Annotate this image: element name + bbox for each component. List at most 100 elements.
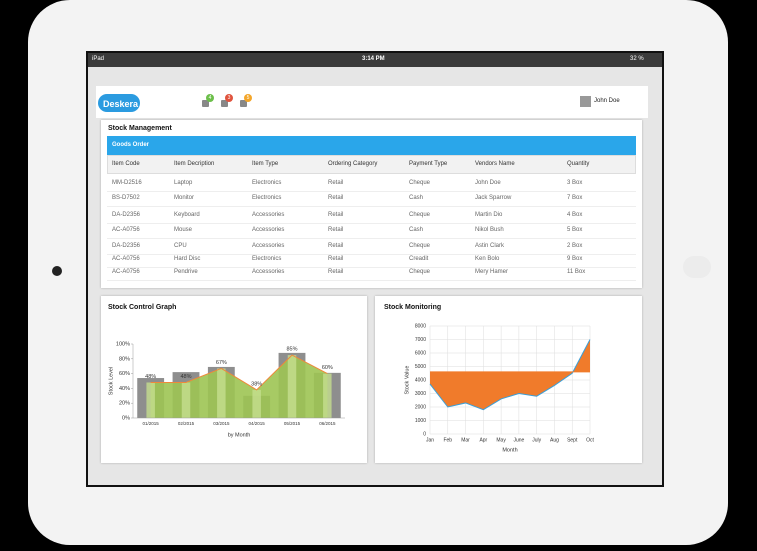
y-tick-label: 60%	[119, 371, 130, 377]
logo-cloud	[98, 94, 140, 112]
column-header: Vendors Name	[475, 161, 515, 167]
panel-title: Stock Management	[108, 125, 172, 132]
bar-stripe	[287, 355, 297, 418]
cell: Nikol Bush	[475, 227, 504, 233]
value-label: 48%	[145, 374, 156, 380]
cell: Martin Dio	[475, 212, 503, 218]
cell: Accessories	[252, 269, 285, 275]
y-tick-label: 0	[423, 431, 426, 437]
cell: Cheque	[409, 269, 431, 275]
cell: MM-D2516	[112, 180, 142, 186]
avatar[interactable]	[580, 96, 591, 107]
cell: Jack Sparrow	[475, 195, 512, 201]
cell: Accessories	[252, 227, 285, 233]
cell: Retail	[328, 243, 344, 249]
logo[interactable]: Deskera ERP	[103, 99, 160, 109]
badge: 4	[206, 94, 214, 102]
x-tick-label: June	[513, 437, 524, 443]
cell: Monitor	[174, 195, 195, 201]
y-axis-label: Stock Value	[404, 366, 410, 395]
row-divider	[107, 191, 636, 192]
x-tick-label: Feb	[443, 437, 452, 443]
line	[150, 354, 328, 391]
header-icon[interactable]	[240, 100, 247, 107]
y-tick-label: 1000	[415, 418, 426, 424]
table-head	[107, 155, 636, 174]
x-tick-label: 01/2015	[143, 421, 160, 426]
x-tick-label: Apr	[479, 437, 487, 443]
cell: 4 Box	[567, 212, 583, 218]
x-tick-label: 03/2015	[213, 421, 230, 426]
column-header: Payment Type	[409, 161, 448, 167]
row-divider	[107, 223, 636, 224]
value-label: 38%	[251, 381, 262, 387]
y-tick-label: 20%	[119, 401, 130, 407]
cell: Accessories	[252, 212, 285, 218]
x-tick-label: Sept	[567, 437, 578, 443]
cell: CPU	[174, 243, 187, 249]
camera	[52, 266, 62, 276]
cell: Astin Clark	[475, 243, 505, 249]
cell: AC-A0756	[112, 269, 140, 275]
chart-title: Stock Control Graph	[108, 304, 176, 311]
cell: DA-D2356	[112, 243, 141, 249]
y-tick-label: 40%	[119, 386, 130, 392]
table-title: Goods Order	[112, 142, 150, 148]
cell: Retail	[328, 180, 344, 186]
cell: Retail	[328, 269, 344, 275]
header-icon[interactable]	[202, 100, 209, 107]
y-tick-label: 3000	[415, 391, 426, 397]
cell: Hard Disc	[174, 256, 201, 262]
cell: Cheque	[409, 212, 431, 218]
bar-stripe	[323, 373, 332, 418]
cell: BS-D7502	[112, 195, 140, 201]
cell: 7 Box	[567, 195, 583, 201]
cell: 9 Box	[567, 256, 583, 262]
cell: Pendrive	[174, 269, 198, 275]
bar-stripe	[252, 389, 261, 418]
y-tick-label: 5000	[415, 364, 426, 370]
x-tick-label: 04/2015	[249, 421, 266, 426]
cell: AC-A0756	[112, 256, 140, 262]
cell: Mery Hamer	[475, 269, 509, 275]
bar-stripe	[217, 368, 226, 418]
badge: 3	[225, 94, 233, 102]
row-divider	[107, 280, 636, 281]
cell: Retail	[328, 227, 344, 233]
value-label: 85%	[286, 347, 297, 353]
table-title-bar	[107, 136, 636, 155]
chart-title: Stock Monitoring	[384, 304, 441, 311]
y-tick-label: 4000	[415, 377, 426, 383]
line	[429, 339, 591, 411]
cell: Retail	[328, 195, 344, 201]
cell: 11 Box	[567, 269, 586, 275]
x-tick-label: Aug	[550, 437, 559, 443]
value-label: 67%	[216, 360, 227, 366]
cell: Ken Bolo	[475, 256, 500, 262]
area	[150, 355, 328, 418]
cell: Laptop	[174, 180, 193, 186]
y-tick-label: 7000	[415, 337, 426, 343]
cell: 5 Box	[567, 227, 583, 233]
status-bar	[88, 53, 662, 67]
fill-between	[430, 339, 590, 410]
home-button	[683, 256, 711, 278]
x-tick-label: Mar	[461, 437, 470, 443]
bar-stripe	[146, 382, 155, 418]
cell: Creadit	[409, 256, 429, 262]
user-name[interactable]: John Doe	[594, 98, 620, 104]
battery: 32 %	[630, 56, 644, 62]
cell: DA-D2356	[112, 212, 141, 218]
cell: Keyboard	[174, 212, 200, 218]
cell: Mouse	[174, 227, 193, 233]
cell: John Doe	[475, 180, 501, 186]
y-tick-label: 8000	[415, 323, 426, 329]
cell: 2 Box	[567, 243, 583, 249]
header-icon[interactable]	[221, 100, 228, 107]
app-header	[96, 86, 648, 118]
column-header: Item Type	[252, 161, 279, 167]
cell: Electronics	[252, 180, 282, 186]
y-tick-label: 0%	[122, 415, 130, 421]
